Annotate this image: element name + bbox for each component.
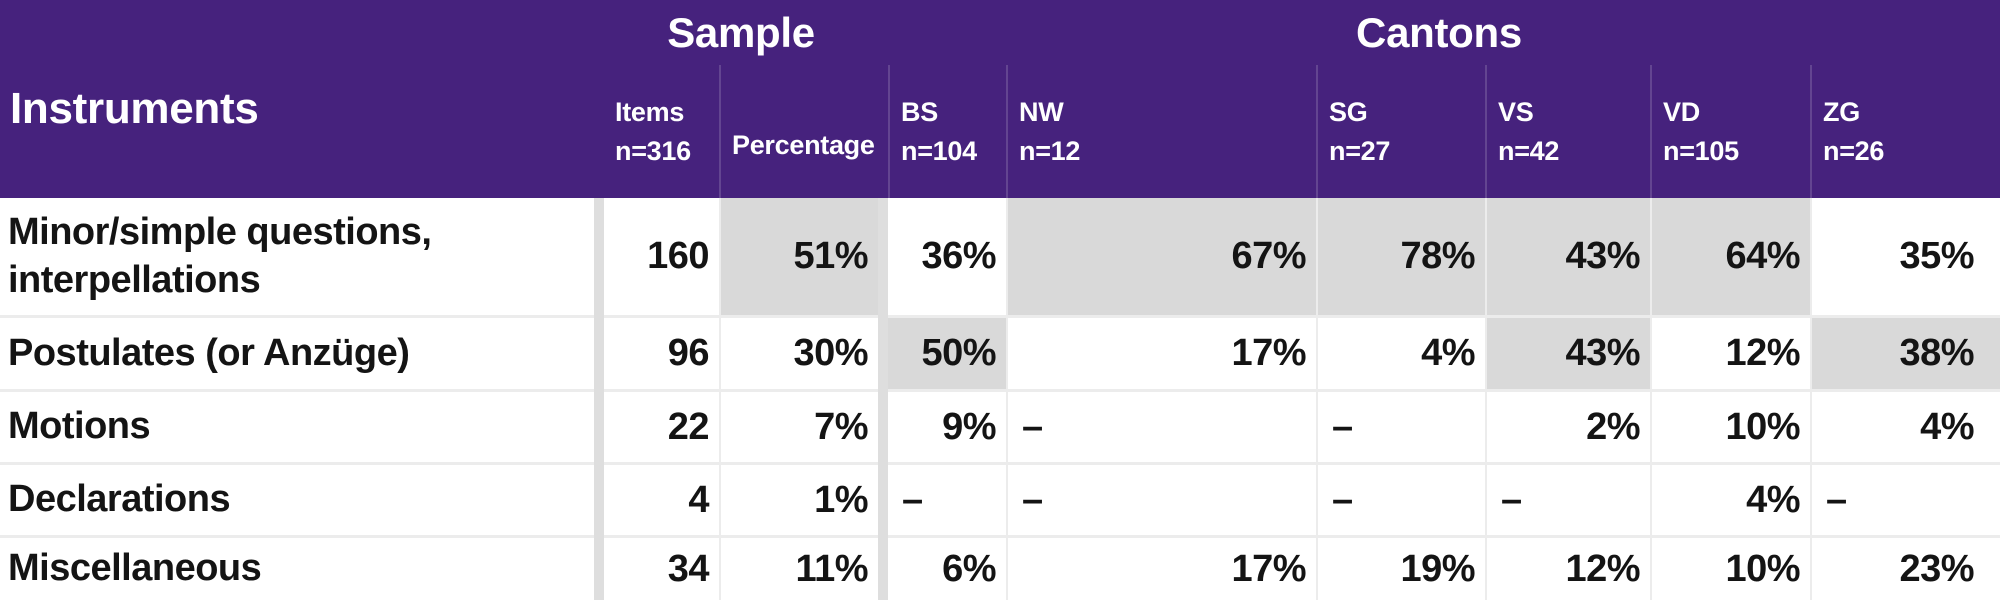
row-label: Postulates (or Anzüge) xyxy=(0,315,594,389)
table-cell: 50% xyxy=(888,315,1006,389)
col-header-vs-label: VS xyxy=(1498,96,1534,127)
table-cell: 6% xyxy=(888,535,1006,600)
table-cell: 35% xyxy=(1810,198,2000,315)
table-cell: – xyxy=(1006,462,1316,535)
col-header-percentage-label: Percentage xyxy=(732,130,875,161)
table-cell: 4% xyxy=(1810,389,2000,462)
table-cell: 96 xyxy=(604,315,719,389)
table-cell: – xyxy=(1006,389,1316,462)
table-cell: – xyxy=(1316,462,1485,535)
table-cell: – xyxy=(1810,462,2000,535)
col-header-vd-n: n=105 xyxy=(1663,136,1739,166)
table-cell: 4% xyxy=(1650,462,1810,535)
col-header-percentage: Percentage xyxy=(719,65,878,198)
table-cell: 12% xyxy=(1650,315,1810,389)
col-header-bs-label: BS xyxy=(901,96,938,127)
table-title-instruments: Instruments xyxy=(10,84,259,133)
table-header-background xyxy=(0,0,2000,198)
col-header-items-n: n=316 xyxy=(615,136,691,166)
table-cell: – xyxy=(888,462,1006,535)
table-cell: 38% xyxy=(1810,315,2000,389)
table-cell: 17% xyxy=(1006,535,1316,600)
table-cell: 1% xyxy=(719,462,878,535)
table-cell: 64% xyxy=(1650,198,1810,315)
table-cell: 2% xyxy=(1485,389,1650,462)
col-header-sg-label: SG xyxy=(1329,96,1368,127)
table-cell: 22 xyxy=(604,389,719,462)
table-cell: 9% xyxy=(888,389,1006,462)
table-cell: 51% xyxy=(719,198,878,315)
col-header-vs-n: n=42 xyxy=(1498,136,1560,166)
table-cell: 11% xyxy=(719,535,878,600)
col-header-vd: VD n=105 xyxy=(1650,65,1810,198)
col-header-zg: ZG n=26 xyxy=(1810,65,2000,198)
table-cell: 34 xyxy=(604,535,719,600)
table-cell: 23% xyxy=(1810,535,2000,600)
table-cell: 4% xyxy=(1316,315,1485,389)
col-header-vd-label: VD xyxy=(1663,96,1700,127)
table-cell: 17% xyxy=(1006,315,1316,389)
table-cell: – xyxy=(1485,462,1650,535)
table-cell: 67% xyxy=(1006,198,1316,315)
table-cell: 78% xyxy=(1316,198,1485,315)
table-cell: 10% xyxy=(1650,535,1810,600)
column-separator-sample-cantons xyxy=(878,198,888,600)
col-header-vs: VS n=42 xyxy=(1485,65,1650,198)
col-header-bs-n: n=104 xyxy=(901,136,977,166)
table-cell: 43% xyxy=(1485,198,1650,315)
row-label: Motions xyxy=(0,389,594,462)
col-header-sg-n: n=27 xyxy=(1329,136,1391,166)
col-header-nw-label: NW xyxy=(1019,96,1064,127)
col-header-zg-n: n=26 xyxy=(1823,136,1885,166)
row-label: Declarations xyxy=(0,462,594,535)
column-separator-left xyxy=(594,198,604,600)
table-cell: 30% xyxy=(719,315,878,389)
table-cell: 160 xyxy=(604,198,719,315)
group-header-sample: Sample xyxy=(667,8,815,56)
col-header-bs: BS n=104 xyxy=(888,65,1006,198)
col-header-zg-label: ZG xyxy=(1823,96,1860,127)
col-header-items-label: Items xyxy=(615,96,685,127)
group-header-cantons: Cantons xyxy=(1356,8,1522,56)
table-cell: 36% xyxy=(888,198,1006,315)
table-cell: 10% xyxy=(1650,389,1810,462)
col-header-sg: SG n=27 xyxy=(1316,65,1485,198)
row-label: Minor/simple questions, interpellations xyxy=(0,198,594,315)
table-cell: 4 xyxy=(604,462,719,535)
table-cell: 12% xyxy=(1485,535,1650,600)
table-cell: 43% xyxy=(1485,315,1650,389)
col-header-nw-n: n=12 xyxy=(1019,136,1081,166)
row-label: Miscellaneous xyxy=(0,535,594,600)
table-cell: 7% xyxy=(719,389,878,462)
table-cell: – xyxy=(1316,389,1485,462)
col-header-items: Items n=316 xyxy=(604,65,719,198)
col-header-nw: NW n=12 xyxy=(1006,65,1316,198)
table-cell: 19% xyxy=(1316,535,1485,600)
